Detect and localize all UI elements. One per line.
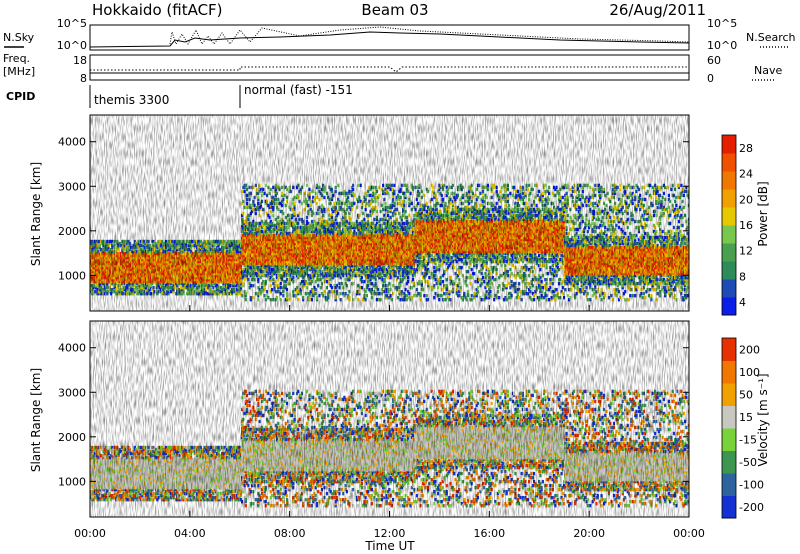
nsearch-tick-bottom: 10^0 <box>707 39 737 52</box>
nave-tick-top: 60 <box>707 54 721 67</box>
freq-label-line1: Freq. <box>3 52 30 65</box>
nsky-trace <box>89 31 690 48</box>
date-title: 26/Aug/2011 <box>609 1 706 19</box>
nave-label: Nave <box>754 64 782 77</box>
station-title: Hokkaido (fitACF) <box>92 1 223 19</box>
cpid-mode-1: themis 3300 <box>94 93 169 107</box>
nsearch-tick-top: 10^5 <box>707 17 737 30</box>
freq-tick-bottom: 8 <box>80 72 87 85</box>
nsky-tick-top: 10^5 <box>57 17 87 30</box>
cpid-mode-2: normal (fast) -151 <box>244 83 353 97</box>
nsky-label: N.Sky <box>3 31 35 44</box>
nave-trace <box>90 66 689 73</box>
cpid-row: CPID themis 3300 normal (fast) -151 <box>6 83 353 108</box>
nsky-panel: N.Sky 10^5 10^0 10^5 10^0 N.Search <box>3 17 796 52</box>
freq-label-line2: [MHz] <box>3 65 35 78</box>
nsky-tick-bottom: 10^0 <box>57 39 87 52</box>
nsearch-label: N.Search <box>746 31 796 44</box>
cpid-label: CPID <box>6 90 35 103</box>
beam-title: Beam 03 <box>361 1 428 19</box>
nsearch-trace <box>169 26 690 46</box>
freq-panel: Freq. [MHz] 18 8 60 0 Nave <box>3 52 782 85</box>
freq-tick-top: 18 <box>73 54 87 67</box>
nave-tick-bottom: 0 <box>707 72 714 85</box>
